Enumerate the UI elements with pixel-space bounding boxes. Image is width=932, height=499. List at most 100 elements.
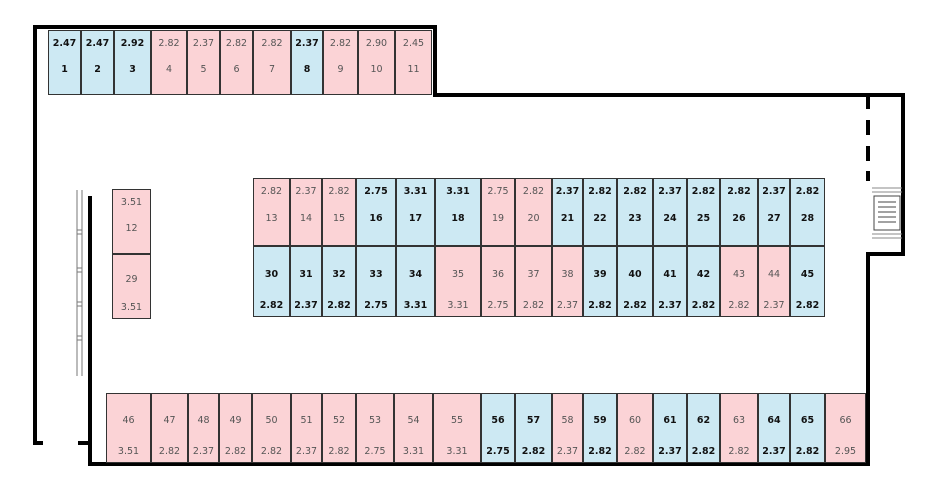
parking-stall[interactable]: 2.37 5 [187, 30, 220, 95]
stall-value: 2.82 [522, 300, 545, 311]
parking-stall[interactable]: 2.37 51 [291, 393, 322, 463]
parking-stall[interactable]: 2.37 27 [758, 178, 790, 246]
stall-number: 63 [732, 415, 746, 426]
stall-number: 55 [450, 415, 464, 426]
parking-stall[interactable]: 3.31 54 [394, 393, 433, 463]
stall-value: 2.82 [225, 38, 248, 49]
parking-stall[interactable]: 2.82 28 [790, 178, 825, 246]
parking-stall[interactable]: 2.37 48 [188, 393, 219, 463]
parking-stall[interactable]: 2.82 20 [515, 178, 552, 246]
parking-stall[interactable]: 2.37 38 [552, 246, 583, 317]
parking-stall[interactable]: 3.51 29 [112, 254, 151, 319]
stall-number: 33 [369, 269, 383, 280]
parking-stall[interactable]: 2.37 41 [653, 246, 687, 317]
parking-stall[interactable]: 2.82 65 [790, 393, 825, 463]
parking-stall[interactable]: 2.37 14 [290, 178, 322, 246]
parking-stall[interactable]: 2.82 59 [583, 393, 617, 463]
parking-stall[interactable]: 2.75 16 [356, 178, 396, 246]
stall-value: 2.82 [728, 446, 750, 457]
stall-value: 2.82 [328, 446, 350, 457]
stall-number: 35 [451, 269, 465, 280]
parking-stall[interactable]: 2.75 36 [481, 246, 515, 317]
stall-number: 59 [593, 415, 607, 426]
stall-value: 2.82 [260, 446, 283, 457]
parking-stall[interactable]: 2.82 49 [219, 393, 252, 463]
parking-stall[interactable]: 2.37 58 [552, 393, 583, 463]
parking-stall[interactable]: 2.82 9 [323, 30, 358, 95]
stall-value: 2.82 [588, 446, 612, 457]
parking-stall[interactable]: 2.82 39 [583, 246, 617, 317]
parking-stall[interactable]: 2.82 32 [322, 246, 356, 317]
stall-value: 3.31 [447, 300, 469, 311]
parking-stall[interactable]: 2.95 66 [825, 393, 866, 463]
parking-stall[interactable]: 2.82 4 [151, 30, 187, 95]
parking-stall[interactable]: 2.82 23 [617, 178, 653, 246]
parking-stall[interactable]: 2.92 3 [114, 30, 151, 95]
parking-stall[interactable]: 3.31 18 [435, 178, 481, 246]
parking-stall[interactable]: 2.37 21 [552, 178, 583, 246]
parking-stall[interactable]: 2.82 22 [583, 178, 617, 246]
parking-stall[interactable]: 2.37 8 [291, 30, 323, 95]
parking-stall[interactable]: 2.45 11 [395, 30, 432, 95]
stall-number: 8 [303, 64, 311, 75]
parking-stall[interactable]: 2.82 62 [687, 393, 720, 463]
parking-stall[interactable]: 2.37 44 [758, 246, 790, 317]
parking-stall[interactable]: 2.37 64 [758, 393, 790, 463]
stall-number: 61 [663, 415, 677, 426]
stall-value: 3.31 [402, 446, 425, 457]
stall-number: 11 [407, 64, 420, 75]
stall-number: 64 [767, 415, 781, 426]
parking-stall[interactable]: 2.82 40 [617, 246, 653, 317]
parking-stall[interactable]: 2.90 10 [358, 30, 395, 95]
parking-stall[interactable]: 3.51 46 [106, 393, 151, 463]
parking-stall[interactable]: 2.47 1 [48, 30, 81, 95]
parking-stall[interactable]: 2.82 52 [322, 393, 356, 463]
parking-stall[interactable]: 3.51 12 [112, 189, 151, 254]
parking-stall[interactable]: 2.82 37 [515, 246, 552, 317]
parking-stall[interactable]: 2.82 63 [720, 393, 758, 463]
parking-stall[interactable]: 2.82 60 [617, 393, 653, 463]
parking-stall[interactable]: 2.82 50 [252, 393, 291, 463]
parking-stall[interactable]: 2.82 6 [220, 30, 253, 95]
stall-number: 49 [229, 415, 242, 426]
parking-stall[interactable]: 2.82 30 [253, 246, 290, 317]
parking-stall[interactable]: 2.82 15 [322, 178, 356, 246]
parking-stall[interactable]: 2.75 53 [356, 393, 394, 463]
parking-stall[interactable]: 2.37 31 [290, 246, 322, 317]
parking-stall[interactable]: 3.31 34 [396, 246, 435, 317]
parking-stall[interactable]: 2.75 56 [481, 393, 515, 463]
parking-stall[interactable]: 2.47 2 [81, 30, 114, 95]
door-segment [866, 97, 870, 109]
parking-stall[interactable]: 3.31 55 [433, 393, 481, 463]
parking-stall[interactable]: 2.82 7 [253, 30, 291, 95]
stall-value: 3.51 [117, 446, 140, 457]
parking-stall[interactable]: 2.82 26 [720, 178, 758, 246]
parking-stall[interactable]: 2.75 33 [356, 246, 396, 317]
parking-stall[interactable]: 2.82 57 [515, 393, 552, 463]
parking-stall[interactable]: 2.82 43 [720, 246, 758, 317]
stall-value: 2.75 [364, 186, 388, 197]
stall-number: 53 [368, 415, 382, 426]
parking-stall[interactable]: 2.37 24 [653, 178, 687, 246]
stall-number: 60 [628, 415, 642, 426]
stall-number: 37 [527, 269, 540, 280]
stall-value: 2.45 [402, 38, 425, 49]
parking-stall[interactable]: 3.31 17 [396, 178, 435, 246]
stall-number: 17 [408, 213, 423, 224]
parking-stall[interactable]: 2.82 47 [151, 393, 188, 463]
stall-value: 2.95 [834, 446, 857, 457]
stall-number: 52 [332, 415, 346, 426]
parking-stall[interactable]: 2.82 45 [790, 246, 825, 317]
parking-stall[interactable]: 2.82 25 [687, 178, 720, 246]
stall-number: 23 [628, 213, 642, 224]
parking-stall[interactable]: 3.31 35 [435, 246, 481, 317]
wall-top-notch [433, 25, 437, 97]
parking-stall[interactable]: 2.82 42 [687, 246, 720, 317]
parking-stall[interactable]: 2.82 13 [253, 178, 290, 246]
stall-value: 2.82 [691, 446, 716, 457]
stall-value: 2.82 [329, 38, 352, 49]
stall-number: 21 [560, 213, 575, 224]
stall-number: 58 [561, 415, 574, 426]
parking-stall[interactable]: 2.75 19 [481, 178, 515, 246]
parking-stall[interactable]: 2.37 61 [653, 393, 687, 463]
